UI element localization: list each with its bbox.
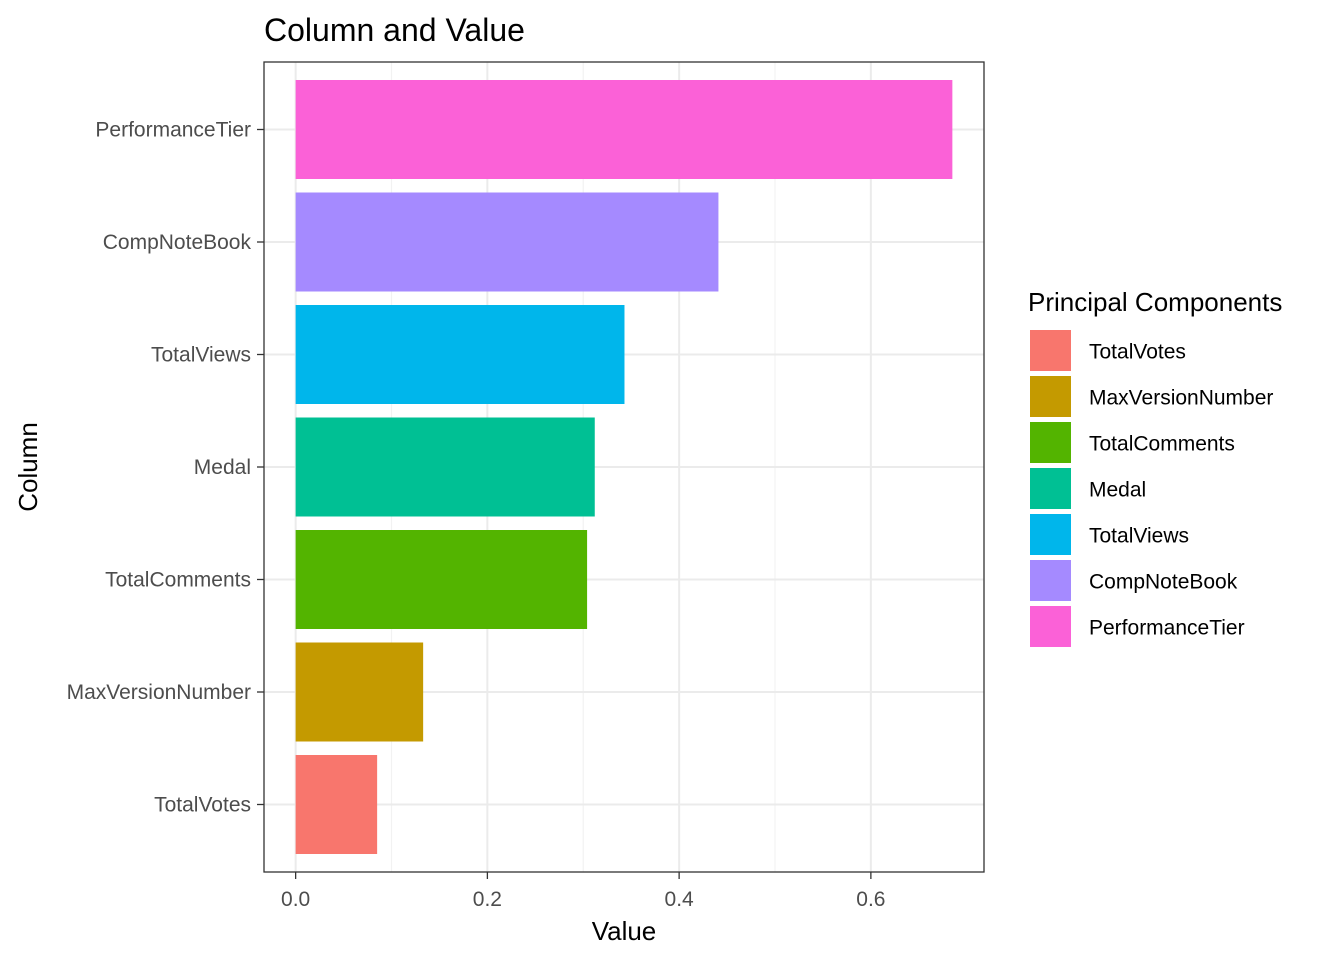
x-axis-title: Value [592, 916, 657, 946]
legend-label: TotalVotes [1089, 341, 1186, 364]
bar-MaxVersionNumber [295, 642, 424, 742]
x-tick-label: 0.0 [281, 888, 310, 911]
y-tick-label: PerformanceTier [95, 119, 251, 142]
legend-key-TotalViews [1030, 514, 1071, 555]
x-tick-label: 0.4 [665, 888, 695, 911]
legend-title: Principal Components [1028, 287, 1282, 317]
bar-Medal [295, 417, 595, 517]
y-tick-label: CompNoteBook [103, 231, 252, 254]
legend-label: MaxVersionNumber [1089, 387, 1273, 410]
legend-key-Medal [1030, 468, 1071, 509]
bar-PerformanceTier [295, 80, 953, 179]
chart-title: Column and Value [264, 12, 525, 48]
x-axis: 0.0 0.2 0.4 0.6 [281, 872, 885, 911]
legend-label: Medal [1089, 479, 1146, 502]
y-tick-label: TotalViews [151, 344, 251, 367]
legend-key-TotalComments [1030, 422, 1071, 463]
y-tick-label: Medal [194, 456, 251, 479]
bar-TotalComments [295, 530, 588, 629]
legend-label: PerformanceTier [1089, 617, 1245, 640]
y-tick-label: MaxVersionNumber [67, 681, 251, 704]
legend-key-PerformanceTier [1030, 606, 1071, 647]
bar-CompNoteBook [295, 192, 719, 292]
y-axis: TotalVotes MaxVersionNumber TotalComments M… [67, 119, 264, 817]
legend-key-CompNoteBook [1030, 560, 1071, 601]
plot-panel [263, 61, 985, 873]
y-axis-title: Column [13, 422, 43, 512]
legend: Principal Components TotalVotes MaxVersio… [1028, 287, 1282, 647]
legend-label: TotalViews [1089, 525, 1189, 548]
bars [295, 80, 953, 854]
legend-items: TotalVotes MaxVersionNumber TotalComments M… [1030, 330, 1273, 647]
legend-key-MaxVersionNumber [1030, 376, 1071, 417]
bar-TotalVotes [295, 755, 378, 854]
bar-TotalViews [295, 305, 625, 404]
y-tick-label: TotalComments [105, 569, 251, 592]
legend-label: TotalComments [1089, 433, 1235, 456]
legend-key-TotalVotes [1030, 330, 1071, 371]
x-tick-label: 0.6 [856, 888, 885, 911]
legend-label: CompNoteBook [1089, 571, 1238, 594]
y-tick-label: TotalVotes [154, 794, 251, 817]
x-tick-label: 0.2 [473, 888, 502, 911]
